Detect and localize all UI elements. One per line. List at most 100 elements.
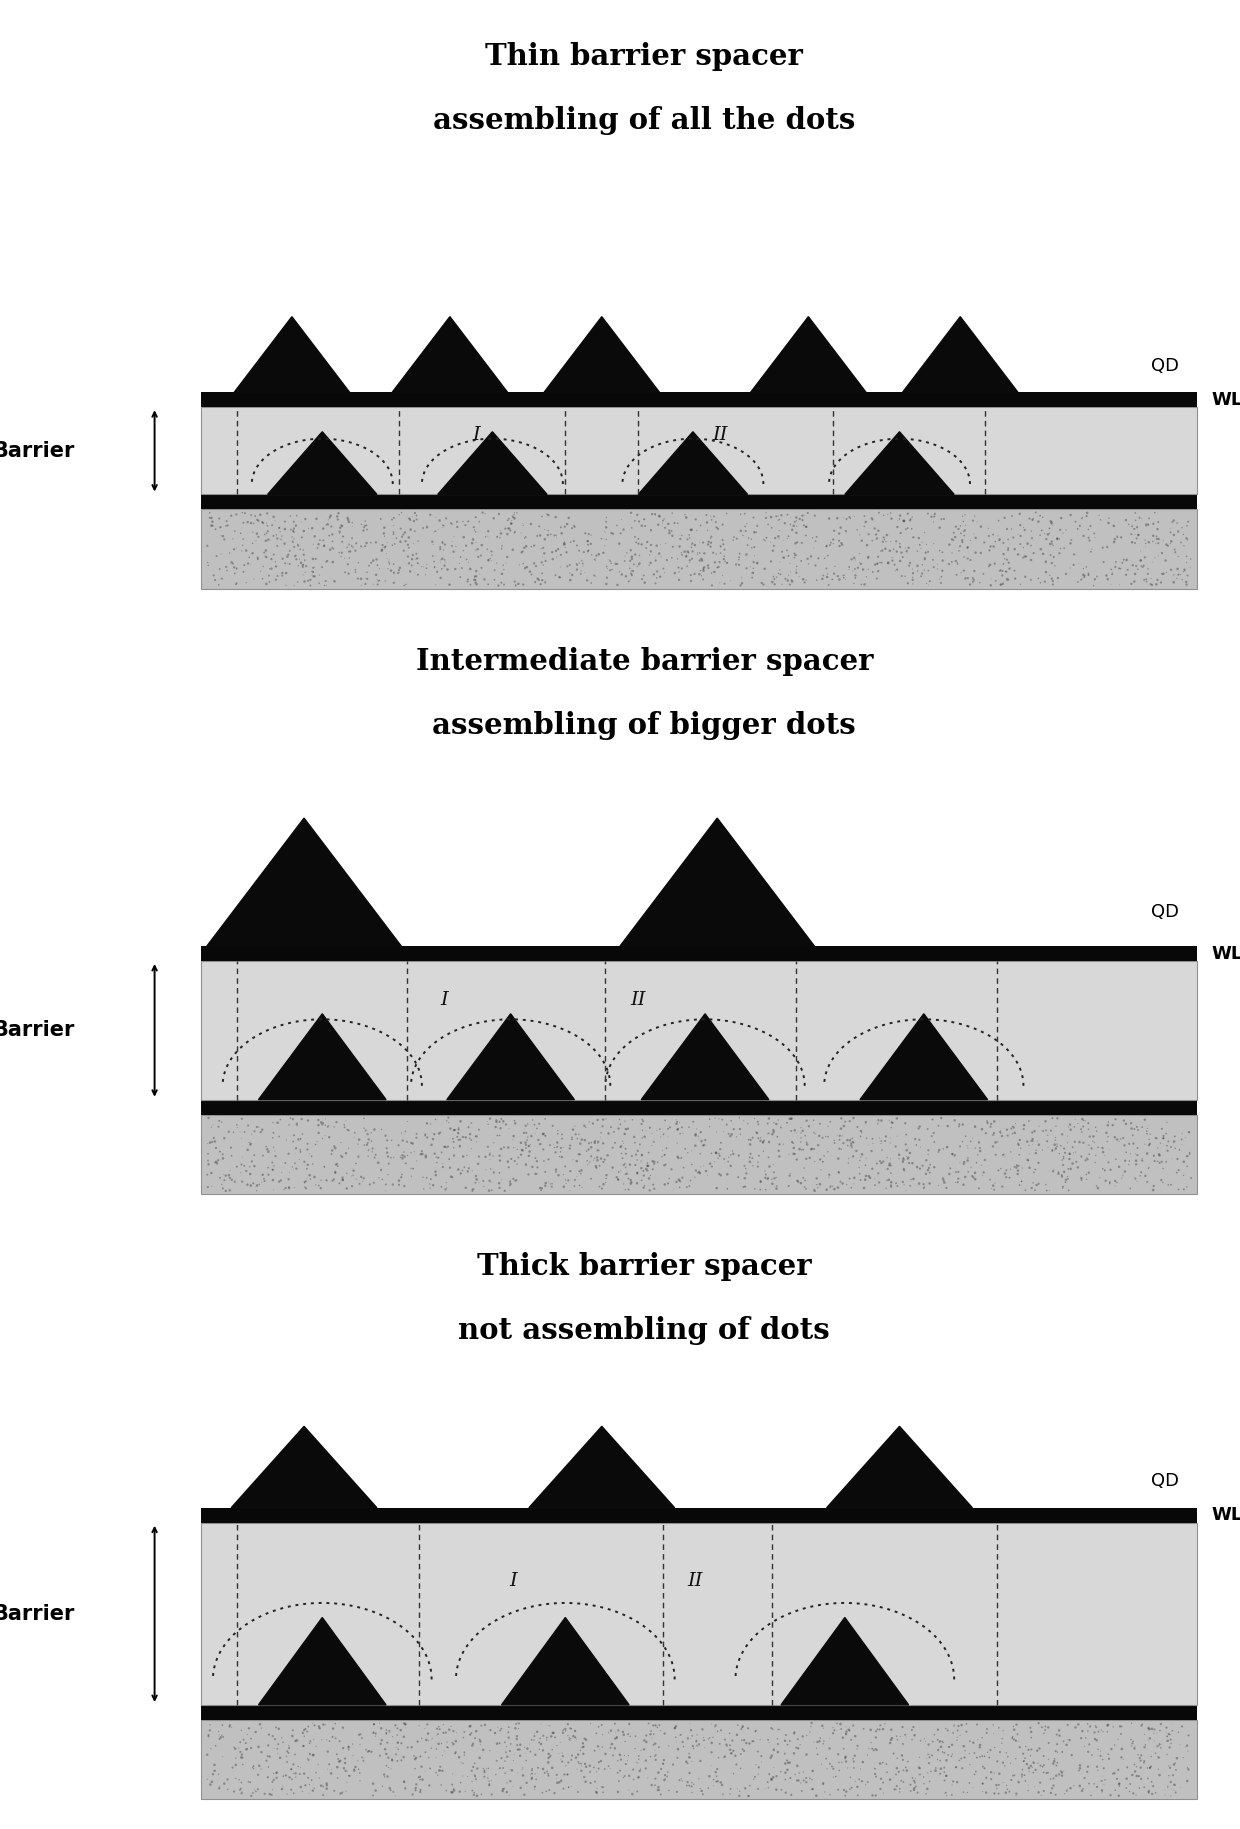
Point <box>1112 549 1132 578</box>
Point <box>1003 1712 1023 1741</box>
Point <box>565 1119 585 1149</box>
Point <box>722 1739 742 1769</box>
Point <box>954 1778 973 1807</box>
Bar <box>201 946 1197 962</box>
Point <box>410 1761 430 1791</box>
Point <box>895 1752 915 1781</box>
Point <box>239 1152 259 1182</box>
Point <box>587 988 606 1017</box>
Point <box>807 1010 827 1039</box>
Point <box>486 1107 506 1136</box>
Point <box>246 1717 265 1747</box>
Point <box>1016 986 1035 1015</box>
Point <box>537 1776 557 1805</box>
Point <box>821 1107 841 1136</box>
Point <box>484 1158 503 1187</box>
Point <box>513 1620 533 1650</box>
Point <box>764 1763 784 1792</box>
Point <box>471 1648 491 1677</box>
Point <box>210 1721 229 1750</box>
Point <box>367 1558 387 1588</box>
Point <box>1053 995 1073 1024</box>
Point <box>1044 543 1064 572</box>
Point <box>461 1108 481 1138</box>
Point <box>223 426 243 455</box>
Point <box>730 1075 750 1105</box>
Point <box>430 964 450 993</box>
Point <box>1043 567 1063 596</box>
Point <box>582 982 601 1011</box>
Point <box>1053 1033 1073 1063</box>
Point <box>1137 1119 1157 1149</box>
Point <box>490 1716 510 1745</box>
Point <box>766 1776 786 1805</box>
Point <box>1174 556 1194 585</box>
Point <box>1168 1074 1188 1103</box>
Point <box>682 424 702 454</box>
Point <box>940 463 960 492</box>
Point <box>330 1727 350 1756</box>
Point <box>914 417 934 446</box>
Point <box>575 558 595 587</box>
Point <box>496 1540 516 1569</box>
Point <box>474 1083 494 1112</box>
Point <box>603 410 622 439</box>
Point <box>355 454 374 483</box>
Point <box>497 543 517 572</box>
Point <box>1111 1125 1131 1154</box>
Point <box>340 424 360 454</box>
Point <box>260 1622 280 1652</box>
Point <box>304 562 324 591</box>
Point <box>963 1566 983 1595</box>
Point <box>243 1169 263 1198</box>
Point <box>676 1544 696 1573</box>
Point <box>990 525 1009 554</box>
Point <box>290 1136 310 1165</box>
Point <box>269 1714 289 1743</box>
Point <box>594 1584 614 1613</box>
Point <box>982 1672 1002 1701</box>
Point <box>970 1732 990 1761</box>
Point <box>1138 554 1158 583</box>
Point <box>870 1582 890 1611</box>
Point <box>1123 551 1143 580</box>
Point <box>202 503 222 532</box>
Point <box>884 421 904 450</box>
Point <box>725 466 745 496</box>
Point <box>965 1602 985 1631</box>
Point <box>1097 1710 1117 1739</box>
Point <box>288 529 308 558</box>
Point <box>595 984 615 1013</box>
Point <box>787 529 807 558</box>
Point <box>858 1068 878 1097</box>
Point <box>311 964 331 993</box>
Point <box>295 1167 315 1196</box>
Point <box>506 571 526 600</box>
Point <box>279 1174 299 1203</box>
Point <box>422 401 441 430</box>
Point <box>702 1074 722 1103</box>
Point <box>851 549 870 578</box>
Point <box>1064 551 1084 580</box>
Point <box>1054 1143 1074 1172</box>
Point <box>326 1644 346 1674</box>
Point <box>435 964 455 993</box>
Point <box>1029 1734 1049 1763</box>
Point <box>197 1765 217 1794</box>
Point <box>325 1566 345 1595</box>
Point <box>326 1108 346 1138</box>
Point <box>1178 1030 1198 1059</box>
Point <box>800 1763 820 1792</box>
Point <box>1169 477 1189 507</box>
Text: QD: QD <box>1151 1472 1179 1491</box>
Point <box>210 1774 229 1803</box>
Point <box>590 1123 610 1152</box>
Point <box>450 562 470 591</box>
Point <box>1146 1778 1166 1807</box>
Point <box>997 997 1017 1026</box>
Point <box>959 1134 978 1163</box>
Point <box>424 1663 444 1692</box>
Point <box>942 1739 962 1769</box>
Point <box>1158 1772 1178 1802</box>
Point <box>268 1734 288 1763</box>
